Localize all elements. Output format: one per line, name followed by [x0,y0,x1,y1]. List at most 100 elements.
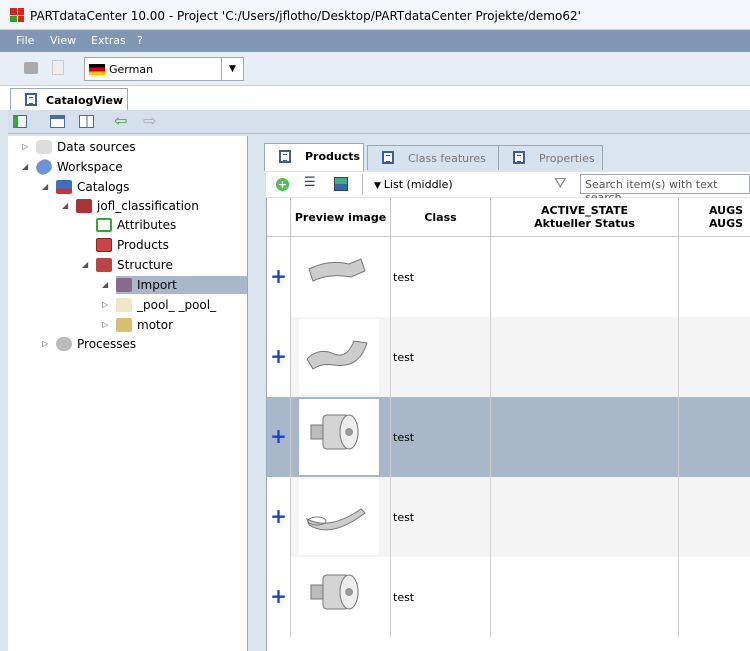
expand-icon[interactable]: ▷ [102,320,109,329]
filter-icon[interactable]: ⛛ [554,174,567,192]
app-logo-icon [10,8,24,22]
class-cell: test [391,397,491,477]
tab-properties[interactable]: Properties [498,145,603,170]
tab-products[interactable]: Products [264,143,364,171]
tab-label: Class features [408,152,486,165]
expand-row-plus-icon[interactable]: + [267,317,291,397]
language-value: German [109,63,154,76]
open-folder-icon[interactable] [24,62,38,74]
tree-label: Processes [77,337,137,351]
augs-cell [679,557,750,637]
header-label: Class [424,210,457,224]
document-icon [382,151,394,164]
header-label: Preview image [294,210,387,224]
collapse-icon[interactable]: ◢ [82,260,89,269]
collapse-icon[interactable]: ◢ [102,280,109,289]
table-row[interactable]: + test [267,477,750,557]
column-header-augs[interactable]: AUGS AUGS [679,198,750,237]
augs-cell [679,397,750,477]
document-icon [279,150,291,163]
preview-cell [291,477,391,557]
table-row[interactable]: + test [267,237,750,317]
active-state-cell [491,317,679,397]
cylinder-fitting-thumbnail [299,559,379,635]
augs-cell [679,237,750,317]
toggle-panel-icon[interactable] [13,115,27,128]
expand-row-plus-icon[interactable]: + [267,237,291,317]
table-row[interactable]: + test [267,317,750,397]
table-row[interactable]: + test [267,557,750,637]
export-image-icon[interactable] [334,177,348,191]
new-document-icon[interactable] [52,60,64,75]
collapse-icon[interactable]: ◢ [22,162,29,171]
forward-arrow-icon[interactable]: ⇨ [143,111,157,130]
structure-folder-icon [96,258,112,272]
folder-icon [116,278,132,292]
tree-label: Products [117,238,169,252]
back-arrow-icon[interactable]: ⇦ [114,111,128,130]
document-icon [513,151,525,164]
expand-row-plus-icon[interactable]: + [267,557,291,637]
preview-cell [291,317,391,397]
row-header-corner [267,198,291,237]
column-header-active-state[interactable]: ACTIVE_STATE Aktueller Status [491,198,679,237]
view-mode-label: List (middle) [383,178,453,191]
class-cell: test [391,557,491,637]
augs-cell [679,477,750,557]
layout-horizontal-icon[interactable] [50,115,65,128]
chevron-down-icon[interactable]: ▼ [221,58,243,80]
augs-cell [679,317,750,397]
table-row[interactable]: + test [267,397,750,477]
tree-label: jofl_classification [97,199,199,213]
catalogs-icon [56,180,72,194]
triangle-down-icon: ▼ [374,181,384,191]
cylinder-fitting-thumbnail [299,399,379,475]
column-header-class[interactable]: Class [391,198,491,237]
layout-vertical-icon[interactable] [79,115,94,128]
tree-label: _pool_ _pool_ [137,298,217,312]
expand-icon[interactable]: ▷ [42,339,49,348]
header-label: AUGS [709,204,744,217]
tree-label: motor [137,318,174,332]
menu-view[interactable]: View [50,34,77,47]
tab-catalogview[interactable]: CatalogView [10,88,128,111]
bent-tube-thumbnail [299,239,379,315]
expand-row-plus-icon[interactable]: + [267,477,291,557]
class-cell: test [391,317,491,397]
add-circle-icon[interactable]: + [276,178,289,191]
preview-cell [291,237,391,317]
collapse-icon[interactable]: ◢ [42,182,49,191]
language-select[interactable]: German ▼ [84,57,244,81]
workspace-icon [33,156,55,178]
menu-help[interactable]: ? [137,34,143,47]
tab-class-features[interactable]: Class features [367,145,505,170]
folder-icon [116,298,132,312]
class-cell: test [391,237,491,317]
tree-label: Catalogs [77,180,130,194]
products-icon [96,238,112,252]
expand-icon[interactable]: ▷ [102,300,109,309]
curved-tube-thumbnail [299,319,379,395]
column-header-preview[interactable]: Preview image [291,198,391,237]
hook-thumbnail [299,479,379,555]
expand-icon[interactable]: ▷ [22,142,29,151]
view-mode-dropdown[interactable]: ▼ List (middle) [374,178,453,191]
header-sublabel: AUGS [709,217,744,230]
tree-item-import[interactable]: ◢ Import [102,276,247,294]
expand-row-plus-icon[interactable]: + [267,397,291,477]
active-state-cell [491,557,679,637]
list-icon[interactable]: ☰ [304,175,316,190]
menu-bar: File View Extras ? [0,30,750,52]
document-icon [25,93,37,106]
tree-label: Structure [117,258,173,272]
search-input[interactable]: Search item(s) with text search [580,174,750,204]
menu-extras[interactable]: Extras [91,34,126,47]
header-label: ACTIVE_STATE [541,204,628,217]
german-flag-icon [89,64,105,75]
menu-file[interactable]: File [16,34,35,47]
tab-label: Products [305,150,361,163]
title-bar: PARTdataCenter 10.00 - Project 'C:/Users… [0,0,750,30]
tree-label: Workspace [57,160,123,174]
collapse-icon[interactable]: ◢ [62,201,69,210]
attributes-icon [96,218,112,232]
